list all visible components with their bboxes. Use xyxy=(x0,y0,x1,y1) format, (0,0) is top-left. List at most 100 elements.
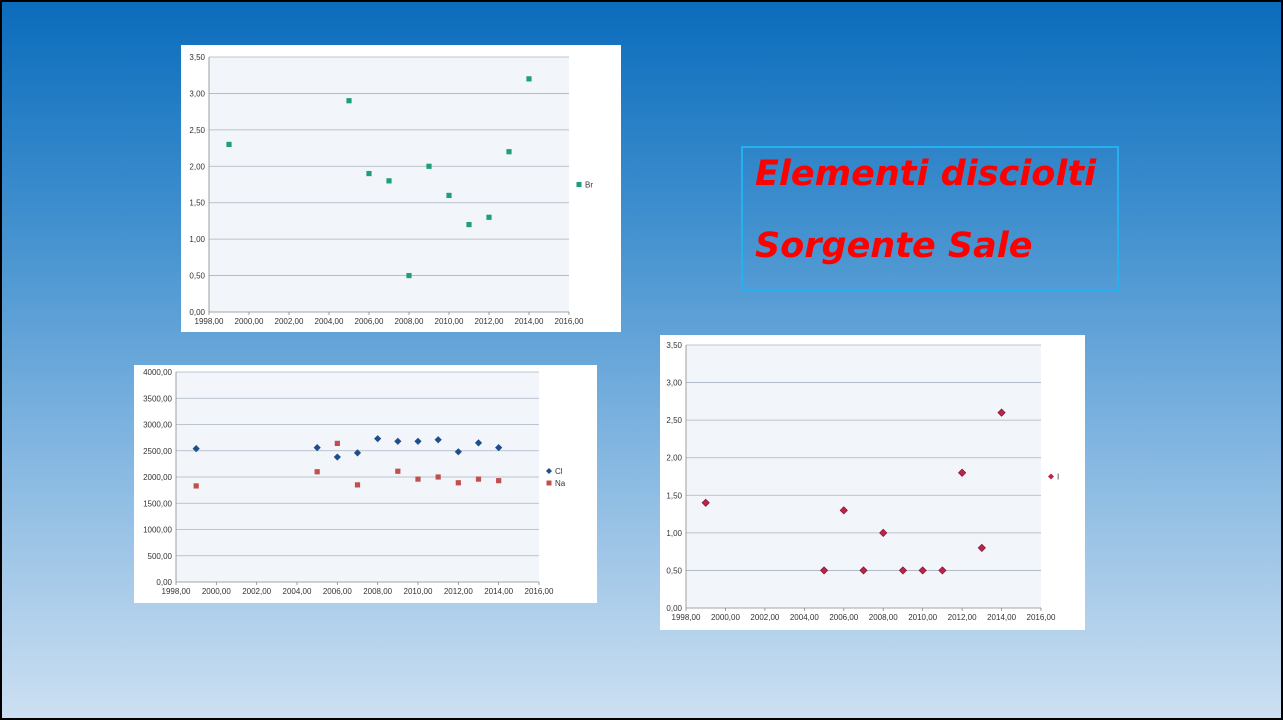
x-tick-label: 2012,00 xyxy=(475,317,504,326)
legend-marker-cl xyxy=(546,468,552,474)
chart-svg-i: 0,00 0,50 1,00 1,50 2,00 2,50 3,00 3,50 1998,00 2… xyxy=(666,341,1059,622)
y-tick-label: 0,00 xyxy=(189,308,205,317)
y-tick-label: 1,50 xyxy=(189,199,205,208)
plot-area xyxy=(686,345,1041,608)
x-tick-label: 1998,00 xyxy=(162,587,191,596)
x-tick-label: 2016,00 xyxy=(525,587,554,596)
x-tick-label: 2010,00 xyxy=(404,587,433,596)
legend-label-br: Br xyxy=(585,181,593,190)
x-tick-label: 2016,00 xyxy=(555,317,584,326)
y-tick-label: 2,00 xyxy=(666,454,682,463)
x-tick-label: 2002,00 xyxy=(242,587,271,596)
data-point-na xyxy=(395,468,401,474)
x-tick-label: 2006,00 xyxy=(323,587,352,596)
data-point-na xyxy=(496,478,502,484)
data-point-i xyxy=(977,543,986,552)
y-tick-label: 0,50 xyxy=(666,566,682,575)
y-tick-label: 1500,00 xyxy=(143,499,172,508)
y-tick-label: 1000,00 xyxy=(143,526,172,535)
legend-marker-i xyxy=(1048,473,1054,480)
x-tick-label: 1998,00 xyxy=(195,317,224,326)
data-point-i xyxy=(859,566,868,575)
data-point-br xyxy=(386,178,392,184)
chart-cl-na: 0,00 500,00 1000,00 1500,00 2000,00 2500,00 30… xyxy=(134,365,597,603)
x-tick-label: 2008,00 xyxy=(395,317,424,326)
data-point-br xyxy=(486,214,492,220)
x-tick-label: 2012,00 xyxy=(444,587,473,596)
y-tick-label: 2,50 xyxy=(189,126,205,135)
y-tick-label: 500,00 xyxy=(148,552,173,561)
x-tick-label: 2010,00 xyxy=(908,613,937,622)
y-tick-label: 3000,00 xyxy=(143,421,172,430)
x-tick-label: 2002,00 xyxy=(275,317,304,326)
x-tick-label: 2014,00 xyxy=(484,587,513,596)
data-point-i xyxy=(819,566,829,575)
data-point-br xyxy=(406,272,412,279)
data-point-br xyxy=(526,76,532,82)
x-tick-label: 2012,00 xyxy=(948,613,977,622)
data-point-i xyxy=(997,408,1006,417)
x-tick-label: 2002,00 xyxy=(750,613,779,622)
data-point-na xyxy=(354,482,361,488)
x-tick-label: 2010,00 xyxy=(435,317,464,326)
data-point-na xyxy=(334,440,340,446)
data-point-i xyxy=(898,566,908,575)
x-tick-label: 2008,00 xyxy=(363,587,392,596)
chart-svg-br: 0,00 0,50 1,00 1,50 2,00 2,50 3,00 3,50 1998,00 2… xyxy=(189,53,593,326)
y-tick-label: 1,50 xyxy=(666,491,682,500)
x-tick-label: 1998,00 xyxy=(672,613,701,622)
y-tick-label: 3,50 xyxy=(666,341,682,350)
data-point-cl xyxy=(474,439,483,447)
legend-marker-br xyxy=(576,182,582,187)
data-point-cl xyxy=(353,449,362,457)
data-point-cl xyxy=(414,437,422,445)
slide-subtitle: Sorgente Sale xyxy=(755,226,1033,266)
y-tick-label: 3,00 xyxy=(189,89,205,98)
data-point-i xyxy=(938,566,947,575)
x-tick-label: 2000,00 xyxy=(711,613,740,622)
legend-label-cl: Cl xyxy=(555,467,563,476)
legend-label-na: Na xyxy=(555,479,566,488)
data-point-na xyxy=(314,469,320,475)
legend-marker-na xyxy=(546,480,552,486)
y-tick-label: 2,50 xyxy=(666,416,682,425)
data-point-na xyxy=(435,474,441,480)
y-tick-label: 2000,00 xyxy=(143,473,172,482)
y-tick-label: 3500,00 xyxy=(143,394,172,403)
chart-br: 0,00 0,50 1,00 1,50 2,00 2,50 3,00 3,50 1998,00 2… xyxy=(181,45,621,332)
data-point-br xyxy=(466,221,472,228)
y-tick-label: 2,00 xyxy=(189,162,205,171)
y-tick-label: 0,00 xyxy=(666,604,682,613)
data-point-na xyxy=(193,483,199,489)
y-tick-label: 0,00 xyxy=(156,578,172,587)
data-point-i xyxy=(958,468,967,477)
y-tick-label: 3,50 xyxy=(189,53,205,62)
x-tick-label: 2008,00 xyxy=(869,613,898,622)
y-tick-label: 1,00 xyxy=(189,235,205,244)
chart-i: 0,00 0,50 1,00 1,50 2,00 2,50 3,00 3,50 1998,00 2… xyxy=(660,335,1085,630)
data-point-i xyxy=(918,566,927,575)
plot-area xyxy=(209,57,569,312)
data-point-br xyxy=(346,98,352,104)
y-tick-label: 1,00 xyxy=(666,529,682,538)
y-tick-label: 2500,00 xyxy=(143,447,172,456)
x-tick-label: 2014,00 xyxy=(987,613,1016,622)
chart-svg-clna: 0,00 500,00 1000,00 1500,00 2000,00 2500,00 30… xyxy=(143,368,566,596)
data-point-na xyxy=(415,476,421,482)
data-point-i xyxy=(701,498,710,507)
data-point-na xyxy=(475,476,482,482)
x-tick-label: 2014,00 xyxy=(515,317,544,326)
x-tick-label: 2000,00 xyxy=(202,587,231,596)
data-point-br xyxy=(506,149,512,155)
title-box: Elementi disciolti Sorgente Sale xyxy=(741,146,1119,291)
x-tick-label: 2006,00 xyxy=(355,317,384,326)
y-tick-label: 4000,00 xyxy=(143,368,172,377)
x-tick-label: 2004,00 xyxy=(315,317,344,326)
slide-title: Elementi disciolti xyxy=(755,154,1097,194)
data-point-i xyxy=(839,506,848,515)
data-point-br xyxy=(366,170,372,177)
x-tick-label: 2016,00 xyxy=(1027,613,1056,622)
data-point-br xyxy=(446,192,452,199)
x-tick-label: 2004,00 xyxy=(790,613,819,622)
legend-label-i: I xyxy=(1057,473,1059,482)
